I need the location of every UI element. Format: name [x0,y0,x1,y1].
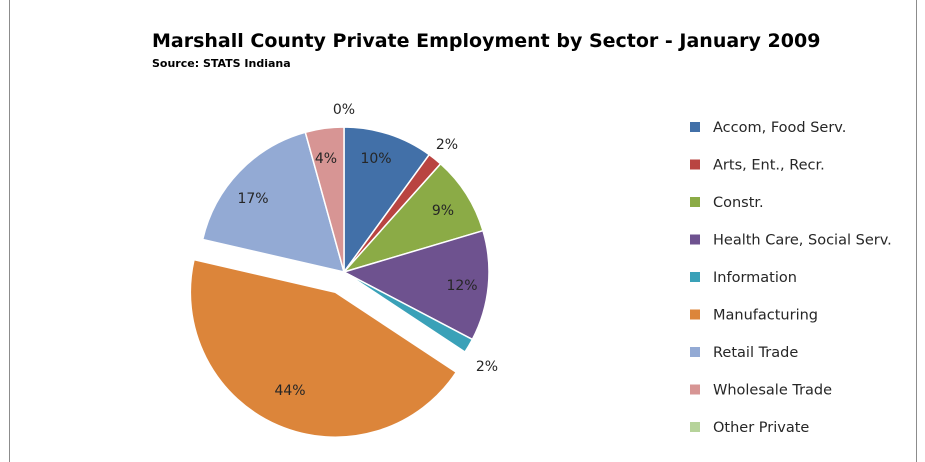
data-label: 2% [436,137,458,153]
pie-slice-manufacturing [189,258,458,438]
legend-swatch [690,122,700,132]
data-label: 2% [476,359,498,375]
legend-entry: Accom, Food Serv. [713,120,846,136]
pie-slice-health-care-social-serv [342,229,490,341]
legend-entry: Arts, Ent., Recr. [713,158,825,174]
legend-entry: Constr. [713,195,764,211]
legend-swatch [690,197,700,207]
legend-entry: Retail Trade [713,345,798,361]
legend-swatch [690,234,700,245]
legend-entry: Health Care, Social Serv. [713,233,892,249]
pie-slice-retail-trade [201,131,346,274]
data-label: 17% [237,191,268,207]
pie-slice-information [343,271,474,354]
chart-legend: Accom, Food Serv. Arts, Ent., Recr. Constr… [690,120,892,436]
data-label: 44% [274,383,305,399]
data-label: 9% [432,203,454,219]
chart-title: Marshall County Private Employment by Se… [152,30,821,52]
legend-swatch [690,422,700,432]
legend-entry: Manufacturing [713,308,818,324]
legend-swatch [690,272,700,282]
chart-subtitle: Source: STATS Indiana [152,57,291,70]
data-label: 0% [333,102,355,118]
data-label: 4% [315,151,337,167]
legend-swatch [690,159,700,170]
legend-swatch [690,384,700,395]
pie-slice-accom-food-serv [343,126,431,275]
data-label: 10% [360,151,391,167]
legend-swatch [690,347,700,357]
pie-slice-wholesale-trade [304,126,345,273]
legend-entry: Wholesale Trade [713,383,832,399]
legend-entry: Other Private [713,420,809,436]
pie-data-labels: 10% 2% 9% 12% 2% 44% 17% 4% 0% [237,102,498,399]
pie-slices [189,126,490,438]
data-label: 12% [446,278,477,294]
legend-swatch [690,309,700,320]
legend-entry: Information [713,270,797,286]
